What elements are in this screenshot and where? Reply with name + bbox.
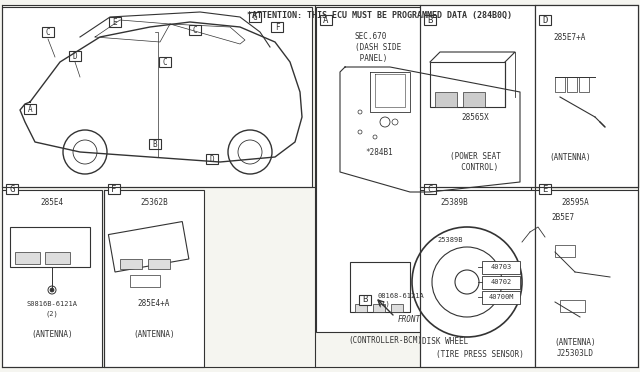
Text: C: C [428,185,433,193]
Bar [120,259,142,269]
Bar [24,104,36,114]
Text: 2B5E7: 2B5E7 [552,212,575,221]
Text: 28595A: 28595A [561,198,589,206]
Bar [45,252,70,264]
Bar [320,15,332,25]
Bar [539,184,551,194]
Bar [149,139,161,149]
Bar [206,154,218,164]
Bar [535,190,638,367]
Bar [420,5,535,187]
Text: 25389B: 25389B [440,198,468,206]
Bar [373,304,385,312]
Text: DISK WHEEL: DISK WHEEL [422,337,468,346]
Bar [130,275,160,287]
Text: E: E [542,185,548,193]
Text: A: A [28,105,32,113]
Bar [108,184,120,194]
Text: 285E4+A: 285E4+A [138,299,170,308]
Bar [555,77,565,92]
Text: 28565X: 28565X [461,112,489,122]
Bar [535,5,638,187]
Text: E: E [113,17,117,26]
Bar [42,27,54,37]
Bar [2,190,102,367]
Text: *ATTENTION: THIS ECU MUST BE PROGRAMMED DATA (284B0Q): *ATTENTION: THIS ECU MUST BE PROGRAMMED … [248,10,513,19]
Text: FRONT: FRONT [398,315,421,324]
Bar [69,51,81,61]
Text: SEC.670
(DASH SIDE
 PANEL): SEC.670 (DASH SIDE PANEL) [355,32,401,63]
Bar [355,304,367,312]
Text: G: G [253,13,257,22]
Circle shape [50,288,54,292]
Bar [482,291,520,304]
Bar [424,184,436,194]
Text: B: B [153,140,157,148]
Bar [316,7,531,332]
Text: (CONTROLLER-BCM): (CONTROLLER-BCM) [348,336,422,344]
Text: C: C [163,58,167,67]
Text: 25362B: 25362B [140,198,168,206]
Text: D: D [542,16,548,25]
Text: S0816B-6121A: S0816B-6121A [26,301,77,307]
Bar [535,5,638,187]
Bar [567,77,577,92]
Text: A: A [323,16,329,25]
Text: B: B [362,295,368,305]
Text: F: F [111,185,116,193]
Bar [350,262,410,312]
Bar [271,22,283,32]
Text: (2): (2) [45,311,58,317]
Text: 40702: 40702 [490,279,511,285]
Text: F: F [275,22,279,32]
Bar [249,12,261,22]
Bar [391,304,403,312]
Bar [109,17,121,27]
Bar [430,62,505,107]
Bar [420,190,535,367]
Text: C: C [193,26,197,35]
Bar [555,245,575,257]
Bar [435,92,457,107]
Text: (ANTENNA): (ANTENNA) [549,153,591,161]
Bar [15,252,40,264]
Text: 08168-6121A
(1): 08168-6121A (1) [378,293,425,307]
Bar [108,222,189,272]
Bar [189,25,201,35]
Text: B: B [428,16,433,25]
Bar [10,227,90,267]
Bar [463,92,485,107]
Text: (ANTENNA): (ANTENNA) [133,330,175,339]
Bar [359,295,371,305]
Text: 285E4: 285E4 [40,198,63,206]
Bar [148,259,170,269]
Bar [2,7,312,187]
Text: 40700M: 40700M [488,294,514,300]
Text: G: G [10,185,15,193]
Text: (ANTENNA): (ANTENNA) [554,337,596,346]
Text: D: D [73,51,77,61]
Text: C: C [45,28,51,36]
Bar [482,261,520,274]
Text: J25303LD: J25303LD [557,350,593,359]
Bar [424,15,436,25]
Text: 285E7+A: 285E7+A [554,32,586,42]
Bar [560,300,585,312]
Text: 25389B: 25389B [437,237,463,243]
Text: (ANTENNA): (ANTENNA) [31,330,73,339]
Bar [539,15,551,25]
Bar [579,77,589,92]
Bar [482,276,520,289]
Text: (POWER SEAT
  CONTROL): (POWER SEAT CONTROL) [449,152,500,172]
Text: (TIRE PRESS SENSOR): (TIRE PRESS SENSOR) [436,350,524,359]
Bar [159,57,171,67]
Bar [6,184,18,194]
Text: *284B1: *284B1 [365,148,393,157]
Text: 40703: 40703 [490,264,511,270]
Bar [104,190,204,367]
Text: D: D [210,154,214,164]
